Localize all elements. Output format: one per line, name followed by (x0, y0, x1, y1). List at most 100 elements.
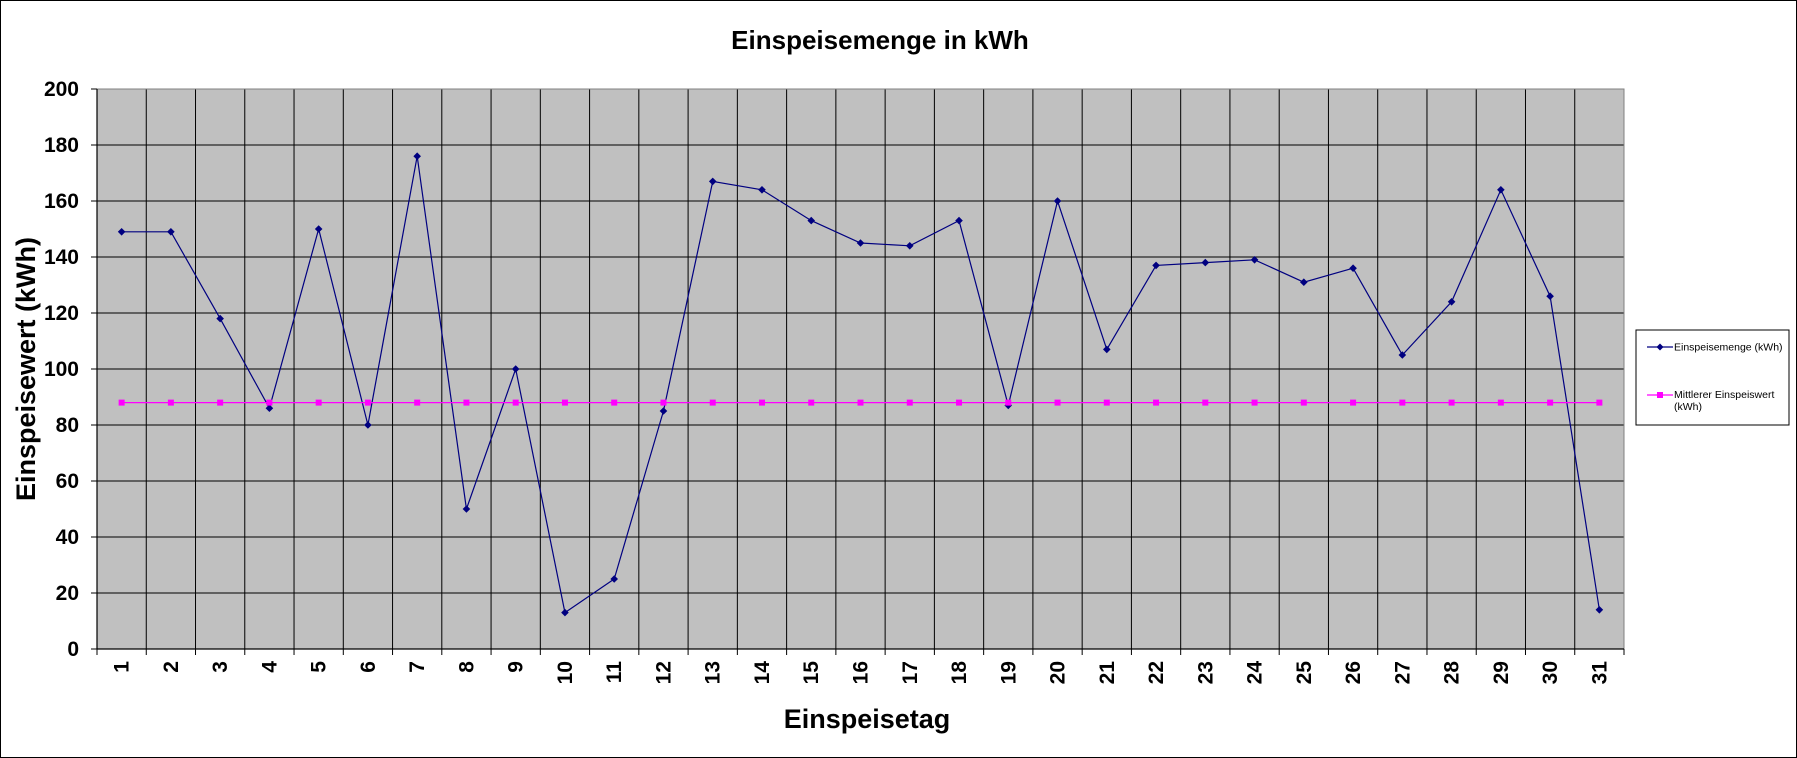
point-mittlerer-einspeiswert-day-7 (414, 399, 421, 406)
point-mittlerer-einspeiswert-day-26 (1350, 399, 1357, 406)
x-tick-label-6: 6 (357, 661, 380, 673)
point-einspeisemenge-day-16 (856, 239, 865, 247)
legend-marker-mittlerer-square (1657, 392, 1663, 398)
x-tick-label-16: 16 (850, 661, 873, 684)
x-tick-label-18: 18 (948, 661, 971, 685)
vertical-gridlines (145, 89, 1576, 649)
point-einspeisemenge-day-29 (1497, 186, 1505, 194)
x-tick-label-19: 19 (997, 661, 1020, 684)
point-einspeisemenge-day-3 (216, 314, 224, 323)
point-einspeisemenge-day-11 (610, 575, 619, 583)
point-mittlerer-einspeiswert-day-30 (1547, 399, 1554, 406)
y-tick-label-180: 180 (44, 134, 79, 157)
chart-title: Einspeisemenge in kWh (731, 25, 1029, 55)
series-group (117, 152, 1604, 617)
point-einspeisemenge-day-26 (1349, 264, 1357, 272)
point-einspeisemenge-day-8 (462, 505, 471, 513)
point-mittlerer-einspeiswert-day-4 (266, 399, 273, 406)
point-mittlerer-einspeiswert-day-31 (1596, 399, 1603, 406)
point-einspeisemenge-day-15 (807, 216, 816, 225)
x-tick-label-29: 29 (1490, 661, 1513, 684)
legend-label-mittlerer-line1: Mittlerer Einspeiswert (1674, 389, 1774, 401)
x-tick-label-21: 21 (1096, 661, 1119, 685)
x-tick-label-25: 25 (1293, 661, 1316, 685)
point-mittlerer-einspeiswert-day-24 (1251, 399, 1258, 406)
x-tick-label-26: 26 (1342, 661, 1365, 684)
legend: Einspeisemenge (kWh) Mittlerer Einspeisw… (1635, 329, 1790, 426)
point-mittlerer-einspeiswert-day-22 (1153, 399, 1160, 406)
point-einspeisemenge-day-14 (758, 186, 766, 194)
point-einspeisemenge-day-18 (955, 216, 963, 225)
x-tick-label-13: 13 (702, 661, 725, 684)
point-mittlerer-einspeiswert-day-27 (1399, 399, 1406, 406)
point-mittlerer-einspeiswert-day-15 (808, 399, 815, 406)
x-tick-label-10: 10 (554, 661, 577, 684)
x-tick-label-31: 31 (1588, 661, 1611, 685)
x-tick-label-5: 5 (308, 661, 331, 673)
y-tick-labels: 0 20 40 60 80 100 120 140 160 180 200 (44, 78, 79, 661)
point-mittlerer-einspeiswert-day-14 (758, 399, 765, 406)
y-tick-label-80: 80 (56, 414, 79, 437)
x-tick-labels: 1 2 3 4 5 6 7 8 9 10 11 12 13 14 15 16 17 18 19 20 21 22 23 24 2… (111, 661, 1612, 685)
point-mittlerer-einspeiswert-day-16 (857, 399, 864, 406)
x-tick-label-2: 2 (160, 661, 183, 673)
point-einspeisemenge-day-25 (1300, 278, 1308, 286)
point-einspeisemenge-day-6 (364, 421, 372, 429)
x-tick-label-20: 20 (1047, 661, 1070, 684)
y-tick-label-100: 100 (44, 358, 79, 381)
x-axis-label: Einspeisetag (784, 704, 951, 734)
x-tick-label-9: 9 (505, 661, 528, 673)
x-tick-label-14: 14 (751, 661, 774, 685)
point-mittlerer-einspeiswert-day-11 (611, 399, 618, 406)
point-einspeisemenge-day-23 (1201, 258, 1210, 267)
point-mittlerer-einspeiswert-day-1 (118, 399, 125, 406)
point-einspeisemenge-day-24 (1250, 256, 1259, 264)
y-tick-label-120: 120 (44, 302, 79, 325)
point-mittlerer-einspeiswert-day-20 (1054, 399, 1061, 406)
x-tick-label-22: 22 (1145, 661, 1168, 684)
point-einspeisemenge-day-20 (1053, 197, 1062, 205)
x-tick-label-15: 15 (800, 661, 823, 685)
point-einspeisemenge-day-17 (905, 242, 914, 250)
point-einspeisemenge-day-13 (708, 177, 717, 186)
point-mittlerer-einspeiswert-day-29 (1497, 399, 1504, 406)
point-mittlerer-einspeiswert-day-10 (561, 399, 568, 406)
point-einspeisemenge-day-21 (1102, 345, 1111, 354)
point-mittlerer-einspeiswert-day-12 (660, 399, 667, 406)
x-tick-label-24: 24 (1244, 661, 1267, 685)
y-tick-label-60: 60 (56, 470, 79, 493)
x-tick-label-11: 11 (603, 661, 626, 684)
series-einspeisemenge (117, 152, 1604, 617)
point-einspeisemenge-day-30 (1546, 292, 1554, 300)
legend-label-mittlerer-line2: (kWh) (1674, 401, 1702, 413)
point-mittlerer-einspeiswert-day-17 (906, 399, 913, 406)
y-axis-label: Einspeisewert (kWh) (11, 237, 41, 501)
x-tick-label-8: 8 (455, 661, 478, 673)
point-mittlerer-einspeiswert-day-13 (709, 399, 716, 406)
point-einspeisemenge-day-5 (314, 225, 323, 233)
point-mittlerer-einspeiswert-day-19 (1005, 399, 1012, 406)
x-tick-label-27: 27 (1391, 661, 1414, 684)
point-mittlerer-einspeiswert-day-25 (1300, 399, 1307, 406)
x-tick-label-30: 30 (1539, 661, 1562, 684)
point-einspeisemenge-day-7 (413, 152, 421, 160)
axes (91, 88, 1625, 655)
point-einspeisemenge-day-31 (1595, 606, 1604, 614)
point-mittlerer-einspeiswert-day-9 (512, 399, 519, 406)
point-einspeisemenge-day-28 (1447, 298, 1456, 306)
legend-label-einspeisemenge: Einspeisemenge (kWh) (1674, 342, 1783, 354)
point-einspeisemenge-day-9 (511, 365, 520, 373)
series-mittlerer-einspeiswert (118, 399, 1603, 406)
point-einspeisemenge-day-1 (117, 228, 126, 236)
horizontal-gridlines (97, 144, 1624, 594)
x-tick-label-4: 4 (258, 661, 281, 673)
legend-marker-einspeisemenge-diamond (1656, 343, 1664, 351)
point-mittlerer-einspeiswert-day-21 (1103, 399, 1110, 406)
y-tick-label-140: 140 (44, 246, 79, 269)
y-tick-label-200: 200 (44, 78, 79, 101)
point-einspeisemenge-day-4 (265, 404, 274, 412)
x-tick-label-7: 7 (406, 661, 429, 673)
y-tick-label-160: 160 (44, 190, 79, 213)
x-tick-label-12: 12 (652, 661, 675, 684)
